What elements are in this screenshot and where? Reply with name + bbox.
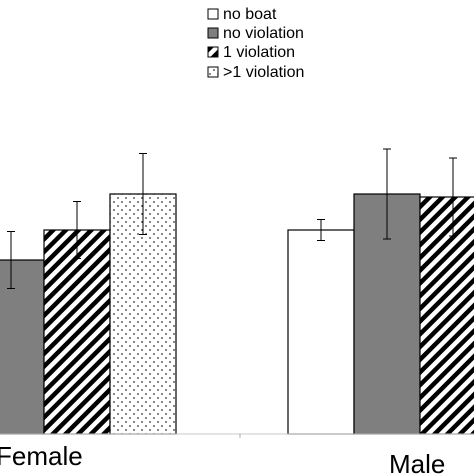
error-bar-female-more-than-1-violation (139, 153, 147, 235)
error-bar-male-no-boat (317, 219, 325, 241)
legend-label-1-violation: 1 violation (223, 44, 295, 61)
bar-male-no-boat (287, 229, 355, 435)
legend-label-no-boat: no boat (223, 6, 277, 23)
legend-item-more-than-1-violation: >1 violation (207, 64, 304, 81)
legend-label-more-than-1-violation: >1 violation (223, 64, 304, 81)
category-label-male: Male (389, 449, 445, 474)
error-bar-female-1-violation (73, 201, 81, 259)
bar-male-1-violation (419, 196, 474, 435)
error-bar-male-no-violation (383, 148, 391, 240)
bar-female-no-violation (0, 259, 45, 435)
bar-female-1-violation (43, 229, 111, 435)
legend-label-no-violation: no violation (223, 25, 304, 42)
legend-item-no-boat: no boat (207, 6, 277, 23)
error-bar-male-1-violation (449, 157, 457, 237)
legend-swatch-no-violation (207, 27, 219, 39)
category-label-female: Female (0, 441, 83, 471)
error-bar-female-no-violation (7, 231, 15, 289)
error-bars-layer (7, 148, 457, 289)
legend-swatch-no-boat (207, 8, 219, 20)
legend-swatch-more-than-1-violation (207, 66, 219, 78)
bars-layer (0, 193, 474, 435)
legend: no boat no violation 1 violation >1 viol… (207, 6, 304, 81)
legend-item-1-violation: 1 violation (207, 44, 295, 61)
legend-swatch-1-violation (207, 46, 219, 58)
legend-item-no-violation: no violation (207, 25, 304, 42)
